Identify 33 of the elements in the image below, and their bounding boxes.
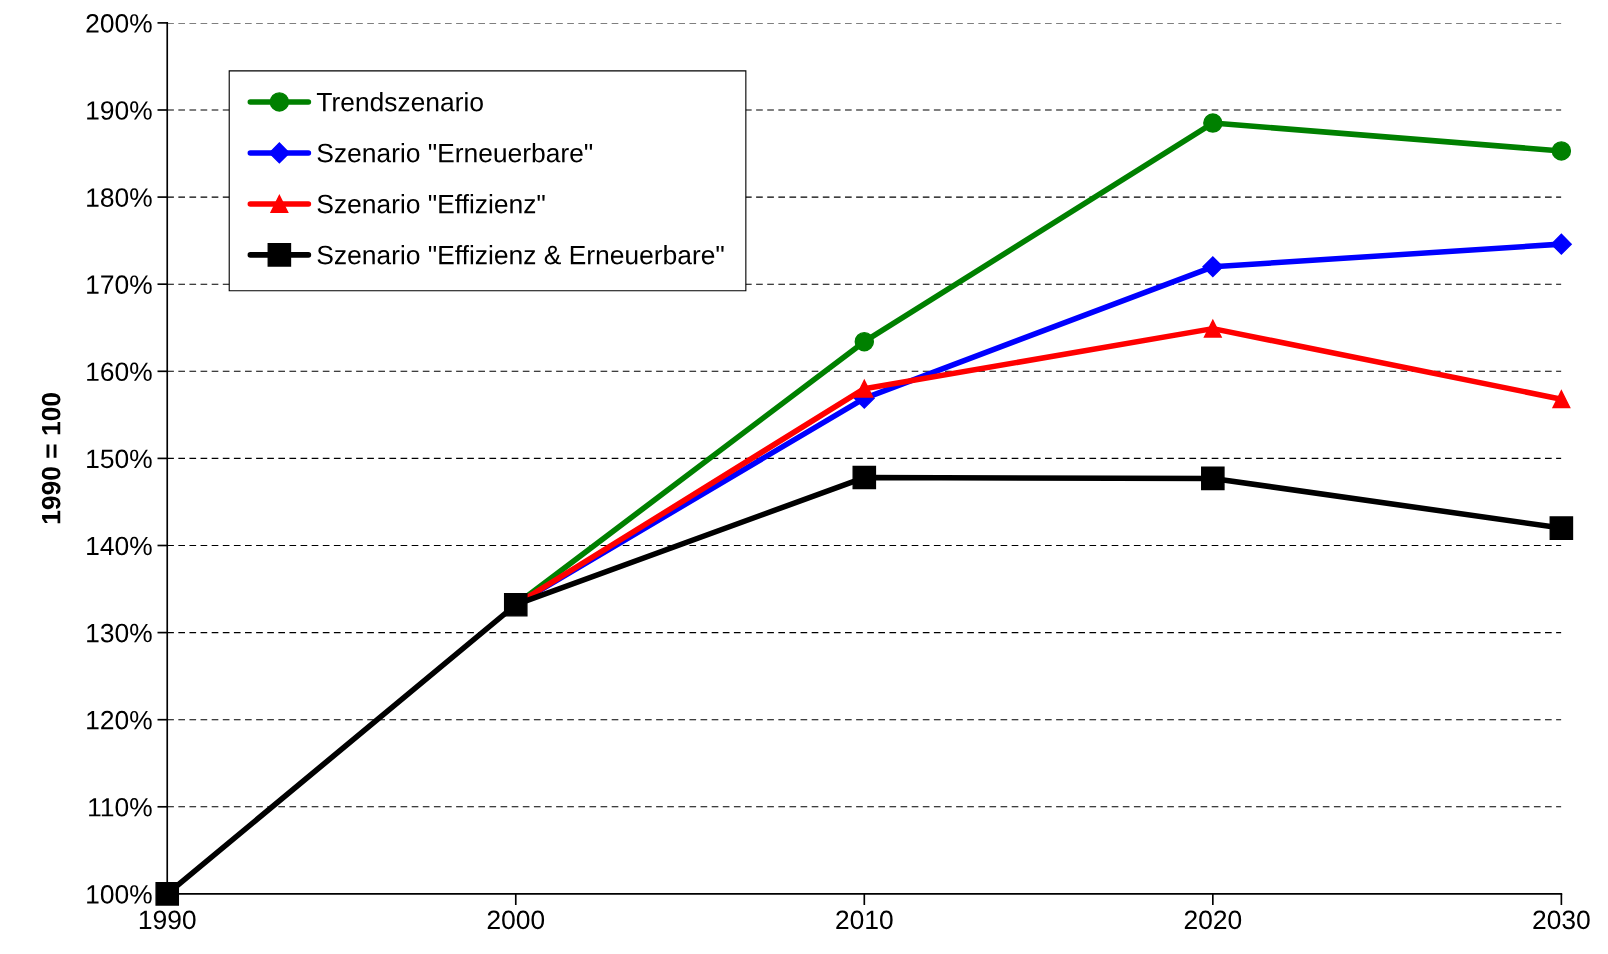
x-tick-label: 2020: [1184, 910, 1242, 930]
legend-label: Szenario "Effizienz": [317, 194, 545, 214]
y-tick-label: 150%: [87, 449, 152, 469]
point: [854, 331, 875, 352]
y-tick-label: 130%: [87, 623, 152, 643]
point: [855, 379, 874, 398]
y-tick-label: 100%: [87, 885, 152, 904]
point: [1203, 319, 1222, 338]
y-axis-title: 1990 = 100: [41, 393, 61, 524]
point: [1551, 141, 1572, 161]
point: [1201, 466, 1225, 491]
point: [1203, 113, 1223, 133]
legend-label: Trendszenario: [316, 92, 483, 112]
y-tick-label: 110%: [89, 797, 152, 817]
y-tick-label: 200%: [86, 14, 152, 33]
x-tick-label: 2030: [1533, 910, 1590, 930]
point: [1552, 390, 1571, 409]
x-tick-label: 2000: [487, 910, 545, 930]
legend-label: Szenario "Erneuerbare": [317, 143, 593, 163]
y-tick-label: 180%: [87, 188, 152, 207]
point: [155, 882, 180, 906]
point: [1550, 233, 1572, 255]
y-tick-label: 120%: [87, 710, 152, 730]
y-tick-label: 170%: [87, 275, 152, 295]
point: [852, 465, 877, 490]
point: [1549, 516, 1574, 540]
x-tick-label: 1990: [139, 910, 196, 930]
y-tick-label: 140%: [87, 536, 152, 556]
y-tick-label: 190%: [87, 101, 152, 120]
y-tick-label: 160%: [87, 362, 152, 382]
point: [1202, 256, 1224, 278]
x-tick-label: 2010: [836, 910, 893, 930]
legend-label: Szenario "Effizienz & Erneuerbare": [317, 245, 724, 265]
